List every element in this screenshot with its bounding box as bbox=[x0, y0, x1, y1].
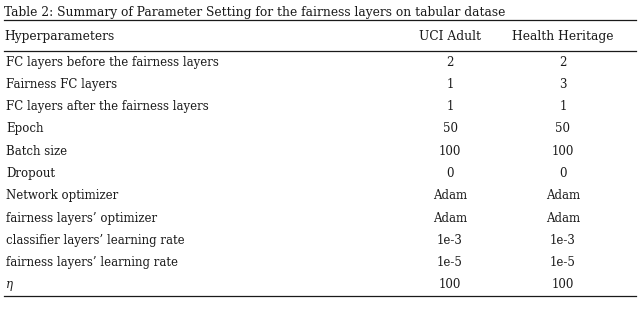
Text: Adam: Adam bbox=[433, 189, 467, 202]
Text: Batch size: Batch size bbox=[6, 145, 67, 158]
Text: UCI Adult: UCI Adult bbox=[419, 30, 481, 43]
Text: fairness layers’ optimizer: fairness layers’ optimizer bbox=[6, 211, 157, 225]
Text: 100: 100 bbox=[439, 145, 461, 158]
Text: 0: 0 bbox=[559, 167, 567, 180]
Text: 0: 0 bbox=[446, 167, 454, 180]
Text: 1: 1 bbox=[559, 100, 566, 113]
Text: 1e-3: 1e-3 bbox=[437, 234, 463, 247]
Text: 1e-5: 1e-5 bbox=[437, 256, 463, 269]
Text: 3: 3 bbox=[559, 78, 567, 91]
Text: 100: 100 bbox=[439, 278, 461, 291]
Text: 2: 2 bbox=[446, 56, 454, 69]
Text: 1: 1 bbox=[446, 100, 454, 113]
Text: Network optimizer: Network optimizer bbox=[6, 189, 118, 202]
Text: Adam: Adam bbox=[546, 189, 580, 202]
Text: Table 2: Summary of Parameter Setting for the fairness layers on tabular datase: Table 2: Summary of Parameter Setting fo… bbox=[4, 6, 506, 19]
Text: η: η bbox=[6, 278, 13, 291]
Text: classifier layers’ learning rate: classifier layers’ learning rate bbox=[6, 234, 184, 247]
Text: Fairness FC layers: Fairness FC layers bbox=[6, 78, 117, 91]
Text: 100: 100 bbox=[552, 145, 574, 158]
Text: Hyperparameters: Hyperparameters bbox=[4, 30, 115, 43]
Text: 50: 50 bbox=[556, 123, 570, 136]
Text: 100: 100 bbox=[552, 278, 574, 291]
Text: Dropout: Dropout bbox=[6, 167, 55, 180]
Text: Adam: Adam bbox=[433, 211, 467, 225]
Text: Epoch: Epoch bbox=[6, 123, 44, 136]
Text: 1: 1 bbox=[446, 78, 454, 91]
Text: Adam: Adam bbox=[546, 211, 580, 225]
Text: 1e-5: 1e-5 bbox=[550, 256, 576, 269]
Text: Health Heritage: Health Heritage bbox=[512, 30, 614, 43]
Text: FC layers before the fairness layers: FC layers before the fairness layers bbox=[6, 56, 219, 69]
Text: 1e-3: 1e-3 bbox=[550, 234, 576, 247]
Text: FC layers after the fairness layers: FC layers after the fairness layers bbox=[6, 100, 209, 113]
Text: 2: 2 bbox=[559, 56, 566, 69]
Text: 50: 50 bbox=[442, 123, 458, 136]
Text: fairness layers’ learning rate: fairness layers’ learning rate bbox=[6, 256, 178, 269]
